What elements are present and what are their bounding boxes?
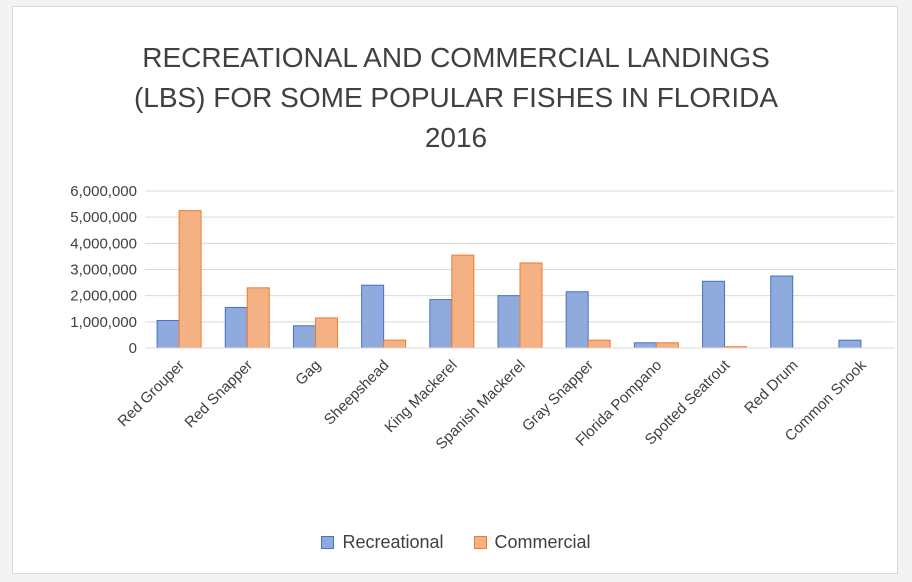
bar-recreational-1 — [224, 306, 248, 349]
y-tick-label: 2,000,000 — [70, 288, 137, 305]
legend-item-commercial: Commercial — [473, 531, 591, 553]
chart-title-line-2: (LBS) FOR SOME POPULAR FISHES IN FLORIDA — [133, 82, 779, 113]
y-tick-label: 1,000,000 — [70, 314, 137, 331]
legend-label-recreational: Recreational — [342, 531, 444, 552]
x-tick-label: Red Drum — [741, 357, 801, 417]
legend: Recreational Commercial — [0, 530, 912, 554]
x-tick-label: Red Snapper — [182, 357, 257, 432]
bar-recreational-2 — [292, 325, 316, 349]
x-tick-label: Sheepshead — [321, 357, 393, 429]
chart-title-line-1: RECREATIONAL AND COMMERCIAL LANDINGS — [142, 42, 770, 73]
y-tick-label: 6,000,000 — [70, 183, 137, 200]
x-tick-label: Gray Snapper — [519, 357, 597, 435]
bar-recreational-6 — [565, 291, 589, 349]
bar-recreational-4 — [429, 299, 453, 349]
legend-item-recreational: Recreational — [321, 531, 444, 553]
chart-title: RECREATIONAL AND COMMERCIAL LANDINGS (LB… — [20, 38, 892, 158]
y-tick-label: 0 — [129, 340, 137, 357]
bar-recreational-0 — [156, 320, 180, 349]
legend-swatch-commercial — [473, 535, 487, 549]
bar-recreational-3 — [361, 284, 385, 349]
bar-commercial-6 — [587, 339, 611, 349]
y-tick-label: 3,000,000 — [70, 262, 137, 279]
bar-commercial-5 — [519, 262, 543, 349]
bar-commercial-1 — [246, 287, 270, 349]
bar-commercial-2 — [314, 317, 338, 349]
x-tick-label: Gag — [292, 357, 324, 389]
bar-commercial-0 — [178, 210, 202, 349]
bar-commercial-3 — [383, 339, 407, 349]
bar-recreational-5 — [497, 295, 521, 349]
bar-recreational-8 — [702, 280, 726, 349]
bar-commercial-4 — [451, 254, 475, 349]
y-tick-label: 4,000,000 — [70, 235, 137, 252]
bar-recreational-9 — [770, 275, 794, 349]
legend-swatch-recreational — [321, 535, 335, 549]
bar-recreational-10 — [838, 339, 862, 349]
bar-commercial-7 — [655, 342, 679, 349]
chart-title-line-3: 2016 — [424, 122, 488, 153]
x-tick-label: Red Grouper — [115, 357, 188, 430]
legend-label-commercial: Commercial — [494, 531, 591, 552]
bar-recreational-7 — [633, 342, 657, 349]
y-tick-label: 5,000,000 — [70, 209, 137, 226]
